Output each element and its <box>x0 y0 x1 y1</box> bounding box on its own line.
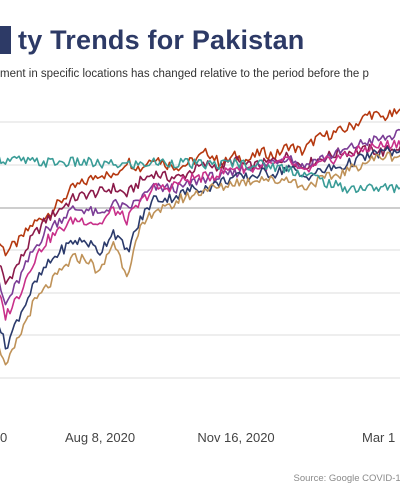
series-line-7 <box>0 155 400 194</box>
series-line-4 <box>0 139 400 321</box>
series-lines <box>0 108 400 366</box>
x-tick-label: Mar 1 <box>362 430 395 445</box>
title-accent-bar <box>0 26 11 54</box>
series-line-3 <box>0 128 400 306</box>
gridlines <box>0 121 400 379</box>
x-tick-label: Aug 8, 2020 <box>65 430 135 445</box>
series-line-1 <box>0 108 400 257</box>
chart-subtitle: ment in specific locations has changed r… <box>0 68 369 80</box>
x-tick-label: 0 <box>0 430 7 445</box>
source-note: Source: Google COVID-19 <box>293 473 400 484</box>
series-line-6 <box>0 151 400 366</box>
x-axis-ticks: 0 Aug 8, 2020 Nov 16, 2020 Mar 1 <box>0 430 395 445</box>
series-line-5 <box>0 146 400 350</box>
chart-title: ty Trends for Pakistan <box>18 25 305 55</box>
series-line-2 <box>0 143 400 285</box>
x-tick-label: Nov 16, 2020 <box>197 430 274 445</box>
